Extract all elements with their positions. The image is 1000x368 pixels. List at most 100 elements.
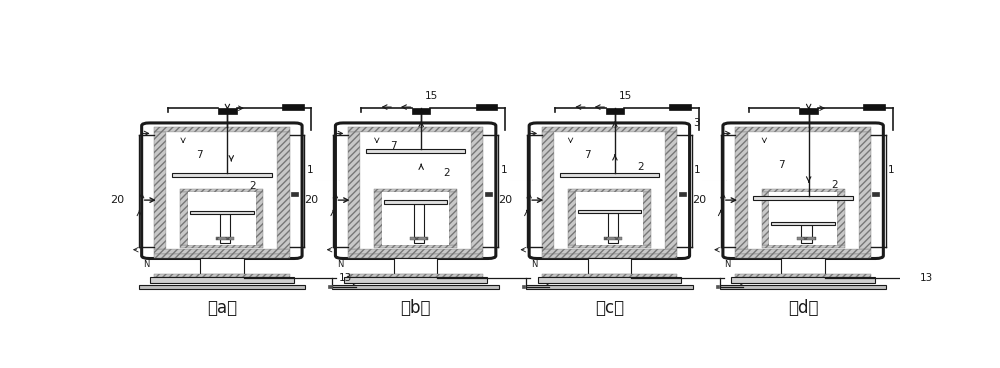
- Bar: [374, 245, 457, 248]
- Bar: [554, 132, 665, 250]
- Text: 15: 15: [619, 91, 632, 100]
- Text: 20: 20: [498, 195, 512, 205]
- Bar: [731, 277, 875, 283]
- Bar: [799, 107, 818, 114]
- Bar: [282, 104, 304, 110]
- Text: 3: 3: [693, 118, 699, 128]
- Bar: [366, 149, 465, 153]
- Bar: [665, 132, 677, 250]
- Bar: [538, 277, 681, 283]
- Bar: [560, 173, 659, 177]
- Text: 15: 15: [425, 91, 438, 100]
- Bar: [522, 286, 525, 287]
- Bar: [154, 254, 290, 258]
- Bar: [360, 132, 471, 250]
- Text: N: N: [724, 260, 731, 269]
- FancyBboxPatch shape: [142, 123, 302, 258]
- Text: 13: 13: [920, 273, 933, 283]
- Bar: [449, 192, 457, 245]
- Bar: [139, 284, 305, 289]
- Text: N: N: [337, 260, 343, 269]
- Text: 7: 7: [196, 151, 203, 160]
- Text: （a）: （a）: [207, 299, 237, 317]
- Bar: [190, 211, 254, 215]
- Text: 2: 2: [250, 181, 256, 191]
- Bar: [643, 192, 651, 245]
- Bar: [781, 258, 825, 274]
- Bar: [542, 132, 554, 250]
- Bar: [154, 250, 290, 254]
- Bar: [863, 104, 885, 110]
- Text: （d）: （d）: [788, 299, 818, 317]
- Bar: [735, 274, 871, 277]
- Text: 20: 20: [304, 195, 318, 205]
- Bar: [568, 192, 576, 245]
- Bar: [859, 132, 871, 250]
- Bar: [769, 192, 837, 245]
- Bar: [328, 286, 332, 287]
- Bar: [414, 204, 424, 243]
- Bar: [200, 258, 244, 274]
- Bar: [382, 192, 449, 245]
- Bar: [374, 189, 457, 192]
- Text: 7: 7: [390, 141, 397, 151]
- Bar: [735, 250, 871, 254]
- Bar: [762, 189, 845, 192]
- Bar: [180, 192, 188, 245]
- Bar: [762, 245, 845, 248]
- Bar: [837, 192, 845, 245]
- Bar: [748, 132, 859, 250]
- Text: 7: 7: [584, 151, 591, 160]
- Bar: [166, 132, 277, 250]
- Bar: [154, 127, 290, 132]
- Bar: [720, 284, 886, 289]
- Bar: [348, 274, 483, 277]
- Bar: [526, 284, 693, 289]
- FancyBboxPatch shape: [529, 123, 690, 258]
- Text: 2: 2: [443, 168, 450, 178]
- Bar: [476, 104, 497, 110]
- Bar: [604, 237, 622, 240]
- Bar: [872, 192, 879, 196]
- Bar: [576, 192, 643, 245]
- Bar: [277, 132, 290, 250]
- Bar: [384, 201, 447, 204]
- Bar: [588, 258, 631, 274]
- Bar: [180, 189, 263, 192]
- Bar: [542, 254, 677, 258]
- Bar: [679, 192, 686, 196]
- Text: 7: 7: [778, 160, 784, 170]
- Bar: [154, 274, 290, 277]
- Bar: [410, 237, 428, 240]
- Bar: [332, 284, 499, 289]
- Text: 1: 1: [888, 164, 895, 174]
- Bar: [256, 192, 263, 245]
- Bar: [797, 237, 816, 240]
- Bar: [753, 196, 853, 200]
- Bar: [735, 127, 871, 132]
- Text: 2: 2: [831, 180, 837, 190]
- FancyBboxPatch shape: [723, 123, 883, 258]
- Text: 20: 20: [110, 195, 125, 205]
- Text: 1: 1: [694, 164, 701, 174]
- Bar: [348, 127, 483, 132]
- Bar: [348, 254, 483, 258]
- Bar: [542, 274, 677, 277]
- Bar: [220, 215, 230, 243]
- Bar: [542, 127, 677, 132]
- Bar: [471, 132, 483, 250]
- Bar: [669, 104, 691, 110]
- Text: （b）: （b）: [400, 299, 431, 317]
- Bar: [180, 245, 263, 248]
- Bar: [188, 192, 256, 245]
- Bar: [762, 192, 769, 245]
- Bar: [801, 225, 812, 243]
- Bar: [578, 210, 641, 213]
- Bar: [568, 189, 651, 192]
- Text: 2: 2: [637, 162, 644, 172]
- Bar: [716, 286, 719, 287]
- Bar: [344, 277, 487, 283]
- Bar: [608, 213, 618, 243]
- Text: （c）: （c）: [595, 299, 624, 317]
- Text: 20: 20: [692, 195, 706, 205]
